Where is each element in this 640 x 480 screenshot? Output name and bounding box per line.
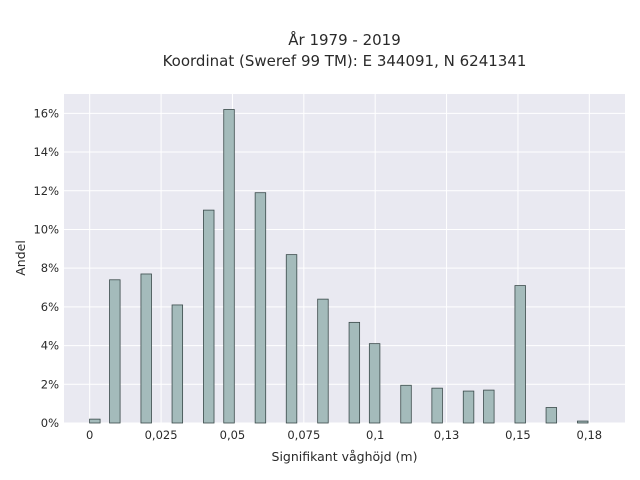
y-tick-label: 16% xyxy=(33,106,59,120)
x-tick-label: 0,13 xyxy=(434,428,460,442)
histogram-bar xyxy=(514,285,526,424)
y-tick-label: 0% xyxy=(41,416,59,430)
x-tick-label: 0,1 xyxy=(366,428,384,442)
histogram-bar xyxy=(431,387,443,424)
histogram-bar xyxy=(368,343,381,424)
histogram-bar xyxy=(400,384,412,424)
y-tick-label: 2% xyxy=(41,377,59,391)
y-tick-label: 6% xyxy=(41,300,59,314)
y-tick-labels: 0% 2% 4% 6% 8% 10% 12% 14% 16% xyxy=(33,106,59,430)
histogram-bar xyxy=(203,209,215,424)
histogram-bar xyxy=(317,298,329,424)
histogram-bar xyxy=(577,420,589,424)
y-tick-label: 12% xyxy=(33,184,59,198)
histogram-bar xyxy=(109,279,121,424)
histogram-bar xyxy=(483,389,495,424)
y-tick-label: 8% xyxy=(41,261,59,275)
histogram-bar xyxy=(545,407,558,424)
histogram-bar xyxy=(89,418,101,424)
y-tick-label: 10% xyxy=(33,222,59,236)
x-tick-label: 0 xyxy=(86,428,93,442)
x-tick-label: 0,025 xyxy=(145,428,178,442)
histogram-bar xyxy=(462,390,475,424)
plot-background xyxy=(64,94,625,423)
y-axis-label: Andel xyxy=(13,240,28,276)
histogram-bar xyxy=(254,192,267,424)
histogram-bar xyxy=(140,273,152,424)
chart-title-line-1: År 1979 - 2019 xyxy=(288,30,401,49)
x-tick-label: 0,05 xyxy=(220,428,246,442)
x-tick-label: 0,15 xyxy=(505,428,531,442)
histogram-bar xyxy=(285,254,298,424)
histogram-bar xyxy=(223,109,235,424)
x-tick-labels: 0 0,025 0,05 0,075 0,1 0,13 0,15 0,18 xyxy=(86,428,602,442)
histogram-bar xyxy=(171,304,184,424)
bars xyxy=(89,109,589,424)
x-axis-label: Signifikant våghöjd (m) xyxy=(272,449,418,464)
x-tick-label: 0,075 xyxy=(287,428,320,442)
chart-title-line-2: Koordinat (Sweref 99 TM): E 344091, N 62… xyxy=(163,52,527,70)
x-tick-label: 0,18 xyxy=(577,428,603,442)
histogram-bar xyxy=(348,321,361,424)
y-tick-label: 14% xyxy=(33,145,59,159)
y-tick-label: 4% xyxy=(41,339,59,353)
